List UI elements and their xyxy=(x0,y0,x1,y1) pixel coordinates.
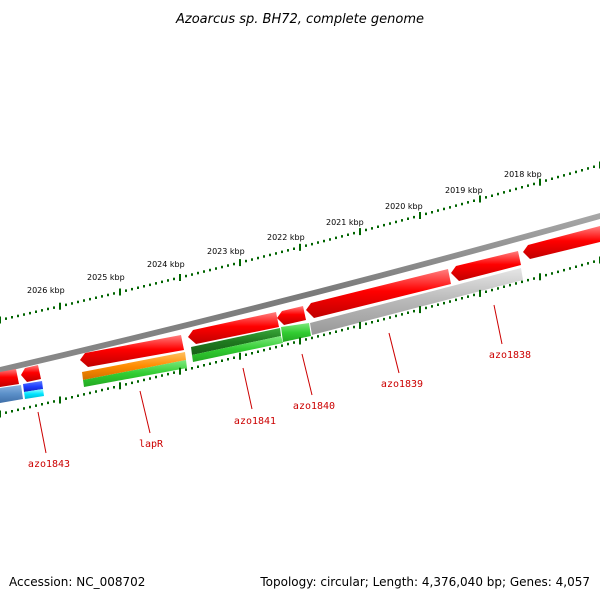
tick-label-2022: 2022 kbp xyxy=(267,233,305,242)
cyan-feature xyxy=(24,389,44,399)
tick-label-2021: 2021 kbp xyxy=(326,218,364,227)
cds-arrow xyxy=(523,226,600,259)
gene-label-azo1843: azo1843 xyxy=(28,459,70,470)
gene-label-azo1840: azo1840 xyxy=(293,401,335,412)
gene-label-azo1841: azo1841 xyxy=(234,416,276,427)
tick-label-2023: 2023 kbp xyxy=(207,247,245,256)
blue-feature xyxy=(23,381,43,392)
tick-label-2020: 2020 kbp xyxy=(385,202,423,211)
darkgreen-feature xyxy=(191,328,281,355)
green-feature xyxy=(192,336,283,362)
leader-line xyxy=(301,353,313,396)
cds-arrow xyxy=(277,306,306,325)
gene-label-azo1838: azo1838 xyxy=(489,350,531,361)
leader-line xyxy=(493,304,503,345)
gene-labels: azo1838 azo1839 azo1840 azo1841 lapR azo… xyxy=(28,350,531,470)
leader-line xyxy=(139,390,151,434)
cds-arrow xyxy=(306,269,451,318)
map-title: Azoarcus sp. BH72, complete genome xyxy=(175,12,424,27)
gene-label-azo1839: azo1839 xyxy=(381,379,423,390)
leader-line xyxy=(388,332,400,374)
topology-text: Topology: circular; Length: 4,376,040 bp… xyxy=(259,575,590,589)
steelblue-feature xyxy=(0,385,23,403)
tick-label-2025: 2025 kbp xyxy=(87,273,125,282)
inner-scale-ticks xyxy=(0,256,600,418)
orange-feature xyxy=(82,352,186,380)
reverse-strand-features xyxy=(0,268,523,403)
cds-arrow xyxy=(21,365,41,382)
outer-scale-ticks xyxy=(0,161,600,324)
cds-arrow xyxy=(451,251,521,281)
tick-label-2024: 2024 kbp xyxy=(147,260,185,269)
genome-backbone xyxy=(0,213,600,373)
gene-label-leaders xyxy=(37,304,503,454)
tick-label-2026: 2026 kbp xyxy=(27,286,65,295)
kbp-tick-labels: 2018 kbp 2019 kbp 2020 kbp 2021 kbp 2022… xyxy=(27,170,542,295)
gray-feature xyxy=(310,268,523,335)
forward-strand-features xyxy=(0,226,600,387)
gene-label-lapR: lapR xyxy=(139,439,164,450)
green-feature xyxy=(83,360,187,387)
leader-line xyxy=(37,411,47,454)
accession-text: Accession: NC_008702 xyxy=(9,575,145,589)
cds-arrow xyxy=(0,369,19,387)
tick-label-2019: 2019 kbp xyxy=(445,186,483,195)
cds-arrow xyxy=(188,312,279,344)
cds-arrow xyxy=(80,335,184,367)
leader-line xyxy=(242,367,253,410)
tick-label-2018: 2018 kbp xyxy=(504,170,542,179)
green-feature xyxy=(281,323,311,342)
